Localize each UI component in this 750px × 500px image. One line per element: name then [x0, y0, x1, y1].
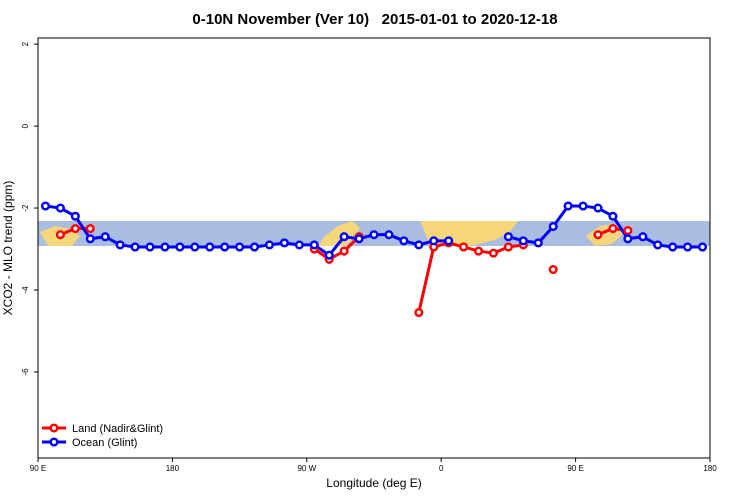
data-point — [414, 240, 424, 250]
data-point — [220, 242, 230, 252]
data-point — [503, 232, 513, 242]
data-point — [578, 201, 588, 211]
data-point — [85, 234, 95, 244]
data-point — [518, 236, 528, 246]
data-point — [339, 246, 349, 256]
data-point — [608, 223, 618, 234]
data-point — [444, 236, 454, 246]
series-line — [45, 204, 449, 258]
data-point — [339, 232, 349, 242]
x-tick-label: 90 E — [30, 464, 46, 473]
data-point — [294, 240, 304, 250]
chart-title: 0-10N November (Ver 10) 2015-01-01 to 20… — [192, 11, 557, 28]
data-point — [593, 203, 603, 213]
data-point — [55, 203, 65, 213]
data-point — [70, 223, 80, 234]
data-point — [130, 242, 140, 252]
data-point — [100, 232, 110, 242]
data-point — [593, 230, 603, 240]
data-point — [429, 236, 439, 246]
data-point — [115, 240, 125, 250]
x-tick-label: 0 — [439, 464, 444, 473]
data-point — [369, 230, 379, 240]
data-point — [279, 238, 289, 248]
x-tick-label: 180 — [166, 464, 180, 473]
x-tick-label: 90 E — [567, 464, 583, 473]
data-point — [697, 242, 708, 252]
data-point — [235, 242, 245, 252]
data-point — [145, 242, 155, 252]
y-tick-label: -6 — [21, 368, 30, 376]
data-point — [55, 230, 65, 240]
plot-frame — [37, 37, 711, 459]
x-tick-label: 90 W — [297, 464, 316, 473]
y-tick-label: -4 — [21, 286, 30, 294]
legend-marker — [49, 437, 59, 447]
data-point — [354, 234, 364, 244]
data-point — [608, 211, 618, 221]
legend-label: Ocean (Glint) — [72, 437, 137, 449]
data-point — [488, 248, 499, 258]
y-tick-label: 2 — [21, 41, 30, 46]
data-point — [264, 240, 275, 250]
data-point — [205, 242, 215, 252]
y-axis-label: XCO2 - MLO trend (ppm) — [1, 181, 15, 316]
data-point — [548, 221, 558, 232]
data-point — [668, 242, 678, 252]
data-point — [503, 242, 513, 252]
data-point — [399, 236, 409, 246]
data-point — [70, 211, 80, 221]
data-point — [638, 232, 648, 242]
y-tick-label: -2 — [21, 204, 30, 212]
data-point — [563, 201, 573, 211]
data-point — [683, 242, 693, 252]
legend-marker — [49, 423, 59, 433]
data-point — [40, 201, 51, 211]
data-point — [384, 230, 394, 240]
data-point — [623, 234, 633, 244]
x-tick-label: 180 — [703, 464, 717, 473]
series-line — [417, 241, 524, 313]
data-point — [175, 242, 185, 252]
data-point — [533, 238, 543, 248]
data-point — [548, 264, 558, 275]
data-point — [473, 246, 484, 256]
data-point — [160, 242, 170, 252]
data-point — [653, 240, 663, 250]
data-point — [249, 242, 260, 252]
x-axis-label: Longitude (deg E) — [326, 476, 421, 490]
data-point — [190, 242, 200, 252]
legend-label: Land (Nadir&Glint) — [72, 423, 163, 435]
legend: Land (Nadir&Glint) Ocean (Glint) — [42, 423, 163, 449]
data-point — [414, 307, 424, 318]
data-point — [324, 250, 334, 260]
y-tick-label: 0 — [21, 123, 30, 128]
data-point — [459, 242, 469, 252]
data-point — [85, 223, 95, 234]
series-line — [313, 235, 361, 262]
data-point — [309, 240, 319, 250]
data-point — [623, 226, 633, 236]
